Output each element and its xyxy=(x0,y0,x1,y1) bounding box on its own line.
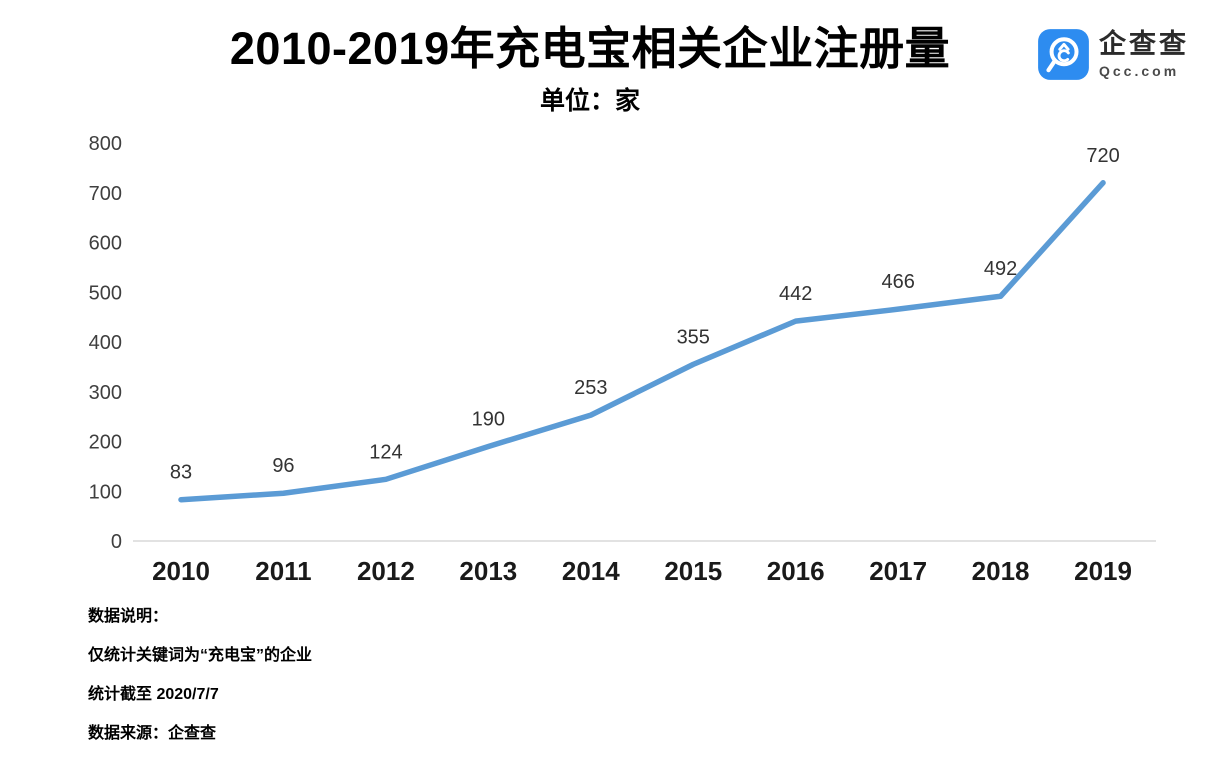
x-axis-label: 2016 xyxy=(767,556,825,586)
chart-header: 2010-2019年充电宝相关企业注册量 单位：家 xyxy=(0,24,1180,117)
qcc-logo: 企查查 Qcc.com xyxy=(1037,28,1189,81)
series-line-group xyxy=(178,180,1106,503)
y-axis-tick-label: 100 xyxy=(89,481,122,503)
qcc-logo-text: 企查查 Qcc.com xyxy=(1099,29,1189,79)
x-axis-label: 2017 xyxy=(869,556,927,586)
chart-unit-label: 单位：家 xyxy=(539,86,640,115)
x-axis-label: 2011 xyxy=(255,556,311,586)
y-axis-tick-label: 400 xyxy=(89,332,122,354)
x-axis-label: 2010 xyxy=(152,556,210,586)
note-cutoff: 统计截至 2020/7/7 xyxy=(88,686,219,703)
y-axis-tick-label: 600 xyxy=(89,233,122,255)
qcc-brand-name: 企查查 xyxy=(1099,29,1189,59)
y-axis-tick-label: 200 xyxy=(89,432,122,454)
x-axis-label: 2014 xyxy=(562,556,620,586)
chart-title: 2010-2019年充电宝相关企业注册量 xyxy=(229,23,951,74)
data-label: 253 xyxy=(574,377,607,399)
x-axis-label: 2013 xyxy=(459,556,517,586)
data-label: 466 xyxy=(881,271,914,293)
x-axis-label: 2015 xyxy=(664,556,722,586)
y-axis-tick-label: 700 xyxy=(89,183,122,205)
y-axis-tick-label: 500 xyxy=(89,282,122,304)
y-axis-tick-label: 300 xyxy=(89,382,122,404)
y-axis-tick-label: 800 xyxy=(89,133,122,155)
note-source: 数据来源：企查查 xyxy=(88,725,217,742)
x-axis-label: 2019 xyxy=(1074,556,1132,586)
notes: 数据说明： 仅统计关键词为“充电宝”的企业 统计截至 2020/7/7 数据来源… xyxy=(88,608,688,764)
y-axis-tick-label: 0 xyxy=(111,531,122,553)
qcc-brand-domain: Qcc.com xyxy=(1099,63,1180,79)
x-axis-label: 2018 xyxy=(972,556,1030,586)
data-label: 124 xyxy=(369,441,402,463)
note-scope: 仅统计关键词为“充电宝”的企业 xyxy=(88,647,313,664)
series-line xyxy=(178,180,1106,503)
data-labels: 83 96 124 190 253 355 442 466 492 720 xyxy=(170,145,1120,484)
qcc-logo-icon xyxy=(1038,29,1089,80)
data-label: 190 xyxy=(472,408,505,430)
y-axis-tick-labels: 0 100 200 300 400 500 600 700 800 xyxy=(89,133,122,553)
x-axis-label: 2012 xyxy=(357,556,415,586)
data-label: 442 xyxy=(779,283,812,305)
data-label: 83 xyxy=(170,462,192,484)
data-label: 720 xyxy=(1086,145,1119,167)
data-label: 355 xyxy=(677,326,710,348)
x-axis-labels: 2010 2011 2012 2013 2014 2015 2016 2017 2018 2019 xyxy=(152,556,1132,586)
data-label: 492 xyxy=(984,258,1017,280)
note-heading: 数据说明： xyxy=(88,608,169,625)
data-label: 96 xyxy=(272,455,294,477)
